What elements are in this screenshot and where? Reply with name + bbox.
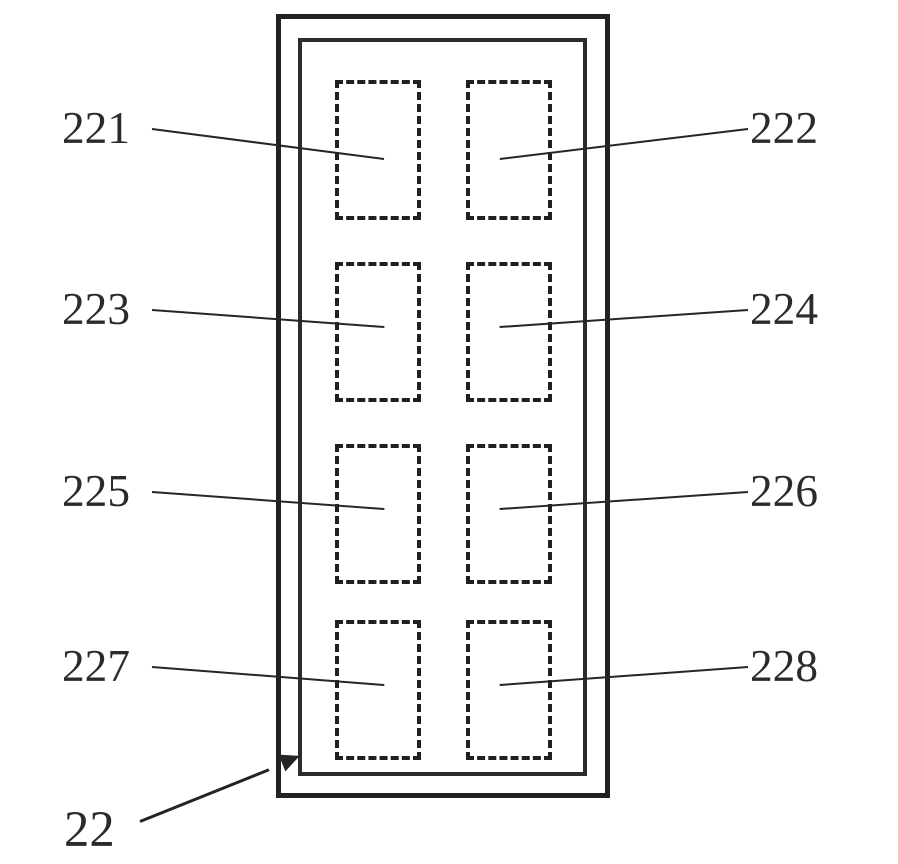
cell-225 — [335, 444, 421, 584]
label-224: 224 — [750, 283, 818, 335]
label-221: 221 — [62, 102, 130, 154]
cell-221 — [335, 80, 421, 220]
cell-228 — [466, 620, 552, 760]
cell-224 — [466, 262, 552, 402]
cell-226 — [466, 444, 552, 584]
cell-227 — [335, 620, 421, 760]
label-225: 225 — [62, 465, 130, 517]
arrow-22-shaft — [139, 768, 269, 822]
label-223: 223 — [62, 283, 130, 335]
cell-223 — [335, 262, 421, 402]
label-main-22: 22 — [64, 800, 115, 858]
cell-222 — [466, 80, 552, 220]
label-228: 228 — [750, 640, 818, 692]
label-227: 227 — [62, 640, 130, 692]
label-222: 222 — [750, 102, 818, 154]
label-226: 226 — [750, 465, 818, 517]
diagram-canvas: 221 223 225 227 222 224 226 228 22 — [0, 0, 898, 864]
